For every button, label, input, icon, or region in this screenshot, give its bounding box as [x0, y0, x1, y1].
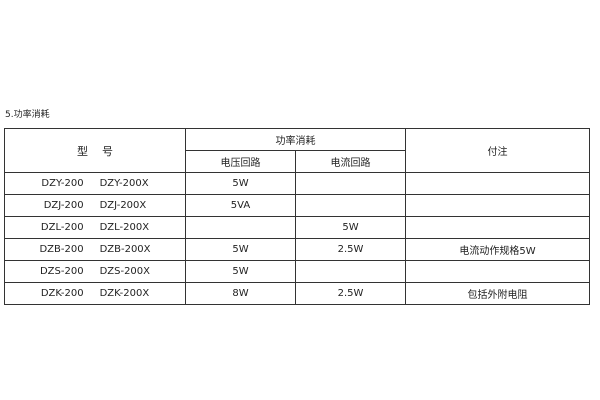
table-row: DZY-200 DZY-200X 5W	[4, 172, 590, 195]
header-model-char-1: 型	[77, 144, 88, 158]
model-a: DZS-200	[39, 266, 84, 277]
model-b: DZK-200X	[99, 288, 150, 299]
table-row: DZJ-200 DZJ-200X 5VA	[4, 194, 590, 217]
model-a: DZL-200	[40, 222, 84, 233]
header-current-circuit: 电流回路	[295, 150, 406, 173]
model-b: DZL-200X	[99, 222, 150, 233]
power-consumption-table: 型号 功率消耗 付注 电压回路 电流回路 DZY-200 DZY-200X 5W …	[4, 128, 590, 305]
header-note: 付注	[405, 128, 590, 173]
subheader-row: 电压回路 电流回路	[5, 150, 590, 173]
model-cell: DZK-200 DZK-200X	[4, 282, 186, 305]
table-row: DZK-200 DZK-200X 8W 2.5W 包括外附电阻	[4, 282, 590, 305]
header-power: 功率消耗	[185, 128, 406, 151]
model-b: DZB-200X	[99, 244, 151, 255]
table-row: DZB-200 DZB-200X 5W 2.5W 电流动作规格5W	[4, 238, 590, 261]
current-cell	[295, 172, 406, 195]
note-cell	[405, 194, 590, 217]
header-voltage-circuit: 电压回路	[185, 150, 296, 173]
model-cell: DZL-200 DZL-200X	[4, 216, 186, 239]
current-cell	[295, 194, 406, 217]
model-cell: DZB-200 DZB-200X	[4, 238, 186, 261]
voltage-cell: 5W	[185, 260, 296, 283]
voltage-cell: 5VA	[185, 194, 296, 217]
voltage-cell: 8W	[185, 282, 296, 305]
note-cell	[405, 260, 590, 283]
note-cell	[405, 216, 590, 239]
voltage-cell: 5W	[185, 172, 296, 195]
table-row: DZS-200 DZS-200X 5W	[4, 260, 590, 283]
model-cell: DZY-200 DZY-200X	[4, 172, 186, 195]
model-cell: DZJ-200 DZJ-200X	[4, 194, 186, 217]
model-a: DZK-200	[40, 288, 84, 299]
note-cell: 电流动作规格5W	[405, 238, 590, 261]
note-cell	[405, 172, 590, 195]
header-model: 型号	[4, 128, 186, 173]
voltage-cell: 5W	[185, 238, 296, 261]
current-cell: 2.5W	[295, 238, 406, 261]
current-cell	[295, 260, 406, 283]
model-a: DZB-200	[39, 244, 84, 255]
voltage-cell	[185, 216, 296, 239]
model-a: DZY-200	[41, 178, 84, 189]
header-row: 型号 功率消耗 付注	[4, 128, 590, 173]
section-title: 5.功率消耗	[5, 110, 50, 120]
model-a: DZJ-200	[43, 200, 84, 211]
current-cell: 5W	[295, 216, 406, 239]
model-b: DZS-200X	[99, 266, 151, 277]
note-cell: 包括外附电阻	[405, 282, 590, 305]
header-model-char-2: 号	[102, 144, 113, 158]
table-row: DZL-200 DZL-200X 5W	[4, 216, 590, 239]
model-b: DZJ-200X	[99, 200, 147, 211]
model-cell: DZS-200 DZS-200X	[4, 260, 186, 283]
model-b: DZY-200X	[99, 178, 149, 189]
current-cell: 2.5W	[295, 282, 406, 305]
